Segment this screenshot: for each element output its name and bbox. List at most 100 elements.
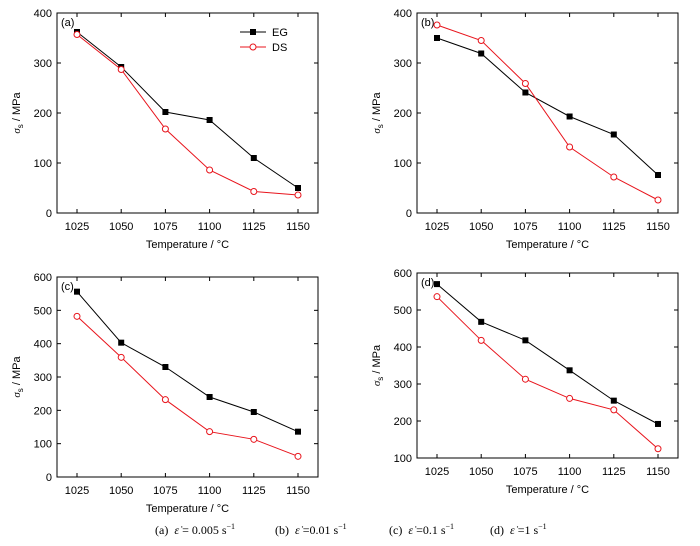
- x-tick-label: 1025: [65, 221, 89, 233]
- data-point: [610, 131, 617, 138]
- series-DS: [433, 21, 662, 204]
- series-DS: [73, 312, 302, 460]
- data-point: [655, 420, 661, 427]
- series-line: [436, 24, 659, 201]
- data-point: [118, 339, 125, 346]
- data-point: [206, 117, 213, 123]
- data-point: [566, 394, 574, 402]
- y-axis-symbol: σ: [371, 128, 383, 134]
- y-axis-subscript: s: [376, 124, 385, 128]
- caption-label: (d): [490, 523, 504, 537]
- data-point: [206, 166, 214, 174]
- x-tick-label: 1100: [558, 221, 582, 233]
- legend-marker: [249, 43, 257, 51]
- chart-panel-4: 100 200 300 400 500 600 1025 1050 1075 1100 1125 11…: [371, 268, 679, 496]
- data-point: [433, 21, 441, 29]
- x-tick-label: 1150: [286, 485, 310, 497]
- chart-panel-3: 0 100 200 300 400 500 600 1025 1050 1075 1100 1125 1…: [11, 272, 319, 515]
- caption-exponent: −1: [538, 522, 547, 531]
- caption-item: (b) ε̇ =0.01 s−1: [275, 522, 347, 537]
- series-EG: [74, 29, 301, 191]
- legend-marker: [250, 29, 256, 35]
- data-point: [295, 185, 301, 191]
- y-tick-label: 600: [394, 268, 412, 280]
- caption-value: =0.01 s: [303, 523, 339, 537]
- x-tick-label: 1025: [425, 221, 449, 233]
- data-point: [566, 113, 573, 120]
- data-point: [250, 435, 258, 443]
- caption-exponent: −1: [446, 522, 455, 531]
- x-tick-label: 1075: [513, 466, 537, 478]
- series-line: [76, 315, 299, 457]
- x-axis-title: Temperature / °C: [506, 239, 589, 251]
- data-point: [162, 109, 169, 115]
- data-point: [434, 281, 440, 288]
- caption-item: (a) ε̇ = 0.005 s−1: [155, 522, 235, 537]
- data-point: [566, 143, 574, 151]
- data-point: [206, 428, 214, 436]
- x-tick-label: 1075: [513, 221, 537, 233]
- chart-panel-1: 0 100 200 300 400 1025 1050 1075 1100 1125 1150 Tem…: [11, 8, 319, 251]
- data-point: [521, 375, 529, 383]
- figure-caption: (a) ε̇ = 0.005 s−1 (b) ε̇ =0.01 s−1 (c) ε̇ =0.1 …: [155, 522, 547, 537]
- x-axis-title: Temperature / °C: [506, 484, 589, 496]
- caption-item: (d) ε̇ =1 s−1: [490, 522, 547, 537]
- caption-value: =0.1 s: [416, 523, 446, 537]
- x-tick-label: 1125: [242, 485, 266, 497]
- x-tick-label: 1125: [602, 221, 626, 233]
- data-point: [161, 125, 169, 133]
- series-DS: [433, 293, 662, 453]
- data-point: [73, 312, 81, 320]
- y-tick-label: 100: [394, 453, 412, 465]
- data-point: [162, 364, 169, 370]
- x-tick-label: 1150: [646, 221, 670, 233]
- plot-frame: [56, 276, 319, 478]
- series-line: [436, 296, 659, 450]
- caption-label: (b): [275, 523, 289, 537]
- data-point: [117, 66, 125, 73]
- data-point: [477, 336, 485, 344]
- x-tick-label: 1125: [242, 221, 266, 233]
- x-axis-title: Temperature / °C: [146, 503, 229, 515]
- y-axis-subscript: s: [376, 377, 385, 381]
- y-tick-label: 0: [46, 208, 52, 220]
- x-axis-title: Temperature / °C: [146, 239, 229, 251]
- data-point: [478, 50, 485, 57]
- data-point: [206, 394, 213, 400]
- y-tick-label: 300: [394, 58, 412, 70]
- y-axis-title: σs / MPa: [11, 356, 25, 398]
- legend: EG DS: [240, 27, 288, 54]
- data-point: [477, 37, 485, 44]
- x-tick-label: 1050: [469, 221, 493, 233]
- data-point: [250, 155, 257, 161]
- x-tick-label: 1150: [646, 466, 670, 478]
- data-point: [73, 31, 81, 38]
- y-tick-label: 400: [34, 339, 52, 351]
- data-point: [566, 367, 573, 374]
- y-tick-label: 200: [394, 416, 412, 428]
- data-point: [434, 35, 440, 41]
- data-point: [610, 397, 617, 404]
- strain-rate-symbol: ε̇: [510, 523, 519, 537]
- data-point: [117, 353, 125, 361]
- x-tick-label: 1025: [425, 466, 449, 478]
- x-tick-label: 1125: [602, 466, 626, 478]
- y-tick-label: 200: [34, 405, 52, 417]
- series-line: [76, 31, 299, 189]
- data-point: [654, 196, 662, 204]
- y-tick-label: 300: [34, 58, 52, 70]
- caption-label: (a): [155, 523, 168, 537]
- data-point: [294, 191, 302, 199]
- x-tick-label: 1050: [109, 485, 133, 497]
- data-point: [654, 445, 662, 453]
- y-axis-title: σs / MPa: [371, 344, 385, 386]
- caption-label: (c): [389, 523, 402, 537]
- y-tick-label: 0: [46, 472, 52, 484]
- series-line: [76, 34, 299, 196]
- strain-rate-symbol: ε̇: [408, 523, 417, 537]
- strain-rate-symbol: ε̇: [174, 523, 183, 537]
- panel-label: (c): [61, 281, 74, 293]
- y-tick-label: 300: [34, 372, 52, 384]
- x-tick-label: 1050: [469, 466, 493, 478]
- data-point: [521, 80, 529, 87]
